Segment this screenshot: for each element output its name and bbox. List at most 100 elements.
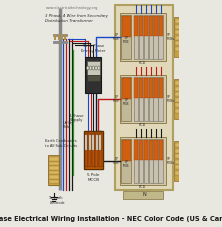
Circle shape [95, 66, 97, 70]
Bar [92, 133, 95, 167]
Bar [175, 92, 181, 96]
Bar [159, 16, 163, 36]
Bar [175, 170, 181, 175]
Bar [175, 86, 181, 91]
Bar [85, 135, 87, 150]
Text: DP
MCB: DP MCB [112, 33, 119, 41]
Bar [134, 77, 138, 121]
Bar [139, 16, 143, 36]
Text: Utility
Pole: Utility Pole [62, 121, 74, 129]
Bar [154, 140, 158, 160]
Bar [121, 139, 131, 183]
Bar [153, 139, 158, 183]
Bar [99, 135, 101, 150]
Bar [159, 15, 163, 59]
Bar [175, 81, 181, 85]
Bar [49, 157, 59, 160]
Bar [139, 140, 143, 160]
Text: RCD: RCD [139, 185, 146, 189]
Bar [159, 139, 163, 183]
Bar [175, 19, 181, 23]
Text: DP
MCB: DP MCB [112, 95, 119, 103]
Bar [159, 140, 163, 160]
Bar [144, 77, 148, 121]
Text: DP
MCB: DP MCB [123, 36, 129, 44]
Circle shape [98, 66, 100, 70]
Bar [139, 139, 143, 183]
Bar [49, 170, 59, 174]
Bar [175, 103, 181, 107]
Bar [49, 175, 59, 178]
Text: 3 Phase, 4 Wire from Secondary
Distribution Transformer: 3 Phase, 4 Wire from Secondary Distribut… [44, 14, 107, 23]
Text: DP
MCB: DP MCB [123, 98, 129, 106]
Bar [95, 133, 98, 167]
Bar [134, 15, 138, 59]
Bar [83, 131, 103, 169]
Bar [88, 133, 91, 167]
Bar [149, 16, 153, 36]
Bar [96, 135, 98, 150]
Bar [175, 109, 181, 113]
Bar [149, 78, 153, 98]
Bar [175, 160, 181, 163]
Bar [144, 15, 148, 59]
Text: DP
MCB: DP MCB [123, 160, 129, 168]
Bar [175, 165, 181, 169]
Bar [175, 47, 181, 50]
Text: SP
MCBs: SP MCBs [167, 95, 175, 103]
Bar [134, 140, 138, 160]
Text: www.electricaltechnology.org: www.electricaltechnology.org [46, 6, 99, 10]
Bar [154, 16, 158, 36]
Bar [139, 78, 143, 98]
Bar [175, 41, 181, 45]
Text: RCD: RCD [139, 61, 146, 65]
Circle shape [87, 66, 89, 70]
Bar [85, 57, 101, 93]
Bar [134, 16, 138, 36]
Text: Earth Conductors
to All Sub Circuits: Earth Conductors to All Sub Circuits [44, 139, 77, 148]
Circle shape [92, 66, 95, 70]
Bar [175, 25, 181, 29]
Bar [134, 139, 138, 183]
Text: DP
MCB: DP MCB [112, 157, 119, 165]
Bar [144, 16, 148, 36]
Bar [87, 75, 100, 81]
Bar [144, 78, 148, 98]
Bar [149, 15, 153, 59]
Bar [89, 135, 91, 150]
Bar [153, 15, 158, 59]
Text: Three Phase
Energy Meter: Three Phase Energy Meter [81, 44, 105, 53]
Bar [175, 148, 181, 153]
Bar [153, 77, 158, 121]
Bar [175, 30, 181, 34]
Bar [92, 135, 94, 150]
Bar [174, 17, 182, 57]
Bar [120, 137, 166, 185]
Bar [121, 15, 131, 59]
Bar [174, 79, 182, 119]
Text: 3-Phase
Supply: 3-Phase Supply [69, 114, 85, 122]
Bar [49, 161, 59, 165]
Bar [139, 15, 143, 59]
Text: N: N [142, 192, 146, 197]
Bar [48, 155, 59, 185]
Text: 3-Phase Electrical Wiring Installation - NEC Color Code (US & Canada): 3-Phase Electrical Wiring Installation -… [0, 216, 222, 222]
Bar [134, 78, 138, 98]
Text: SP
MCBs: SP MCBs [167, 157, 175, 165]
Bar [120, 13, 166, 61]
Bar [175, 154, 181, 158]
Bar [149, 139, 153, 183]
Bar [144, 139, 148, 183]
Bar [144, 140, 148, 160]
Bar [122, 140, 131, 161]
Bar [87, 61, 100, 75]
Bar [149, 77, 153, 121]
Bar [85, 133, 87, 167]
Text: SP
MCBs: SP MCBs [167, 33, 175, 41]
Bar [99, 133, 102, 167]
Text: RCD: RCD [139, 123, 146, 127]
Bar [49, 180, 59, 183]
Bar [120, 75, 166, 123]
Bar [175, 143, 181, 147]
Bar [115, 5, 173, 190]
